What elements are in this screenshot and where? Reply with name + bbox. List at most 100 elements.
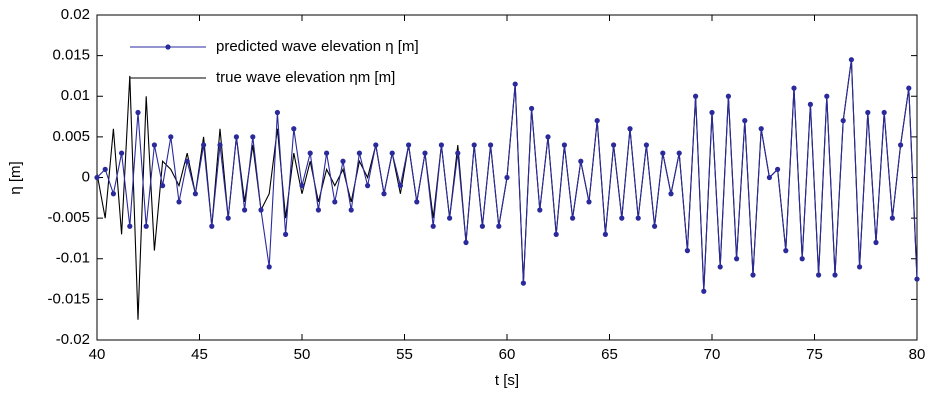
data-point: [627, 126, 633, 132]
data-point: [233, 134, 239, 140]
data-point: [455, 150, 461, 156]
data-point: [291, 126, 297, 132]
data-point: [914, 276, 920, 282]
data-point: [701, 288, 707, 294]
x-tick-label: 50: [294, 346, 311, 363]
data-point: [791, 85, 797, 91]
data-point: [110, 191, 116, 197]
data-point: [775, 166, 781, 172]
data-point: [225, 215, 231, 221]
y-tick-label: -0.015: [47, 290, 90, 307]
data-point: [783, 248, 789, 254]
data-point: [438, 142, 444, 148]
data-point: [414, 199, 420, 205]
data-point: [274, 109, 280, 116]
data-point: [397, 183, 403, 189]
legend-label: true wave elevation ηm [m]: [216, 69, 395, 86]
x-axis-label: t [s]: [495, 372, 519, 389]
y-tick-label: 0.005: [52, 128, 90, 145]
data-point: [463, 239, 469, 246]
data-point: [537, 207, 543, 213]
data-point: [832, 272, 838, 278]
x-tick-label: 65: [601, 346, 618, 363]
y-tick-label: 0.015: [52, 47, 90, 64]
data-point: [168, 134, 174, 140]
data-point: [881, 109, 887, 116]
data-point: [717, 264, 723, 270]
data-point: [635, 215, 641, 221]
data-point: [799, 256, 805, 262]
data-point: [373, 142, 379, 148]
data-point: [742, 118, 748, 124]
data-point: [356, 150, 362, 156]
y-axis-label: η [m]: [7, 161, 24, 194]
data-point: [176, 199, 182, 205]
data-point: [594, 118, 600, 124]
legend-marker: [165, 44, 171, 50]
data-point: [209, 223, 215, 229]
data-point: [643, 142, 650, 148]
data-point: [840, 118, 846, 124]
data-point: [734, 256, 740, 262]
data-point: [340, 158, 346, 164]
data-point: [619, 215, 625, 221]
data-point: [348, 207, 354, 213]
data-point: [668, 191, 674, 197]
data-point: [135, 109, 141, 116]
data-point: [824, 93, 830, 99]
data-point: [848, 57, 855, 63]
data-point: [709, 109, 715, 116]
data-point: [660, 150, 666, 156]
x-tick-label: 75: [806, 346, 823, 363]
data-point: [676, 150, 682, 156]
data-point: [520, 280, 527, 286]
data-point: [119, 150, 125, 156]
data-point: [160, 183, 166, 189]
y-tick-label: 0: [82, 168, 90, 185]
data-point: [570, 215, 576, 221]
data-point: [324, 150, 330, 156]
y-tick-label: 0.01: [61, 87, 90, 104]
data-point: [94, 174, 100, 181]
legend-label: predicted wave elevation η [m]: [216, 38, 419, 55]
data-point: [807, 101, 814, 107]
data-point: [471, 142, 477, 148]
data-point: [250, 134, 256, 140]
data-point: [496, 223, 502, 229]
y-tick-label: -0.02: [56, 331, 90, 348]
data-point: [315, 207, 321, 213]
data-point: [102, 166, 108, 172]
data-point: [283, 231, 289, 237]
data-point: [479, 223, 485, 229]
data-point: [889, 215, 896, 221]
data-point: [365, 183, 371, 189]
x-tick-label: 70: [704, 346, 721, 363]
data-point: [151, 142, 157, 148]
data-point: [545, 134, 551, 140]
data-point: [586, 199, 592, 205]
data-point: [529, 105, 535, 112]
data-point: [766, 174, 773, 181]
x-tick-label: 60: [499, 346, 516, 363]
data-point: [750, 272, 756, 278]
data-point: [447, 215, 453, 221]
data-point: [512, 81, 518, 87]
data-point: [406, 142, 412, 148]
x-tick-label: 40: [89, 346, 106, 363]
data-point: [258, 207, 264, 213]
data-point: [816, 272, 822, 278]
data-point: [127, 223, 133, 229]
data-point: [561, 142, 568, 148]
data-point: [578, 158, 584, 164]
y-tick-label: -0.005: [47, 209, 90, 226]
data-point: [725, 93, 732, 99]
data-point: [504, 174, 510, 181]
x-tick-label: 55: [396, 346, 413, 363]
data-point: [553, 231, 559, 237]
data-point: [192, 191, 198, 197]
data-point: [684, 248, 691, 254]
x-tick-label: 80: [909, 346, 926, 363]
data-point: [758, 126, 764, 132]
data-point: [307, 150, 313, 156]
